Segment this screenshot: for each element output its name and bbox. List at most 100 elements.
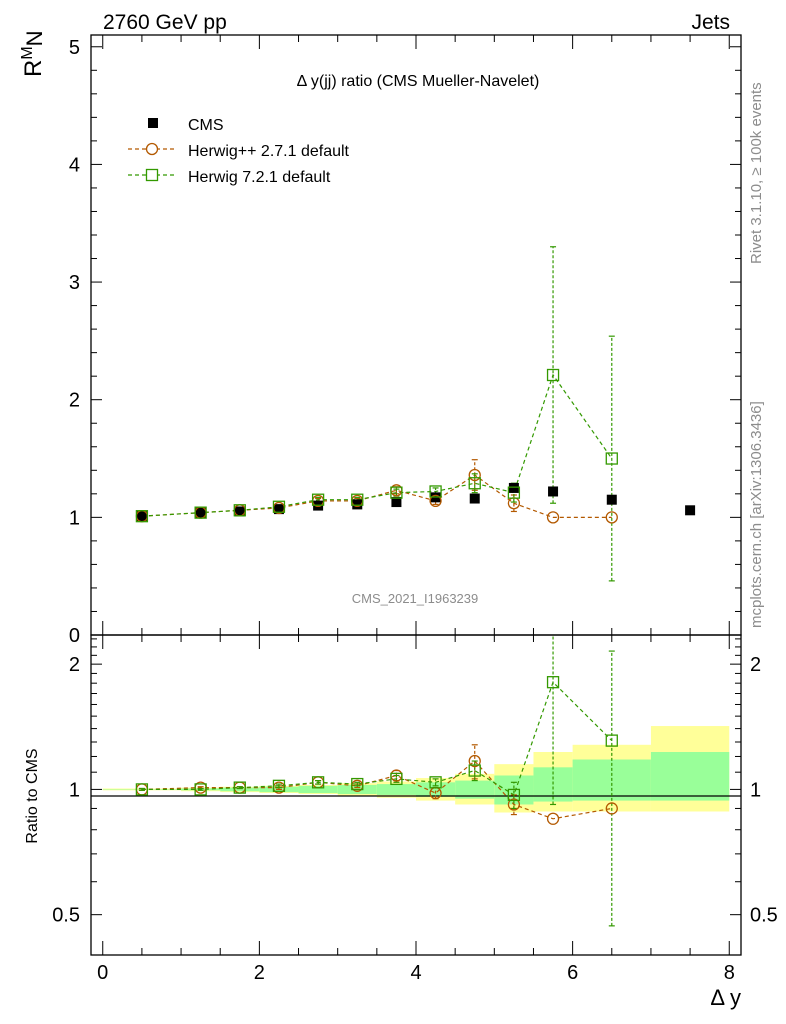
main-ylabel-sub: N [22, 30, 47, 46]
ratio-ticks: 0.5 0.5 1 1 2 2 0 2 4 6 8 [52, 635, 778, 984]
main-herwig7-point [194, 506, 207, 519]
legend-herwigpp-label: Herwig++ 2.7.1 default [188, 143, 350, 160]
ratio-ylabel: Ratio to CMS [24, 748, 41, 843]
main-cms-point [469, 493, 480, 504]
main-ylabel-main: R [20, 60, 47, 77]
main-herwigpp-line [141, 474, 612, 518]
main-marks [135, 368, 696, 524]
header-left: 2760 GeV pp [103, 11, 227, 34]
legend-herwig7-label: Herwig 7.2.1 default [188, 169, 331, 186]
ratio-herwigpp-point [468, 754, 481, 768]
ratio-herwig7-point [233, 781, 246, 794]
legend-cms-label: CMS [188, 117, 224, 134]
main-panel: 1 2 3 4 5 0 Δ y(jj) ratio (CMS Mueller-Navele… [69, 34, 742, 647]
xtick-label: 8 [724, 962, 735, 984]
ratio-ytick-label: 0.5 [52, 905, 80, 927]
main-title: Δ y(jj) ratio (CMS Mueller-Navelet) [297, 73, 540, 90]
svg-text:RMN: RMN [19, 30, 47, 77]
main-ytick-label: 5 [69, 37, 80, 59]
ratio-herwig7-point [546, 676, 560, 689]
main-herwig7-point [429, 485, 442, 498]
mcplots-label: mcplots.cern.ch [arXiv:1306.3436] [748, 401, 765, 628]
ratio-frame [90, 634, 742, 956]
ratio-herwig7-point [194, 783, 207, 796]
main-ylabel-sup: M [19, 46, 36, 59]
ratio-herwig7-line [141, 681, 613, 796]
main-herwig7-line [141, 373, 613, 517]
ratio-ytick-label: 1 [69, 779, 80, 801]
main-cms-point [273, 504, 284, 515]
watermark: CMS_2021_I1963239 [352, 591, 479, 606]
ratio-herwig7-point [311, 776, 325, 789]
main-herwig7-point [135, 510, 149, 523]
band-inner [455, 780, 495, 799]
ratio-herwigpp-point [429, 786, 442, 800]
main-ytick-label: 1 [69, 507, 80, 529]
main-cms-point [548, 486, 559, 497]
band-inner [416, 782, 456, 797]
ratio-herwig7-point [507, 788, 521, 802]
band-inner [220, 787, 260, 792]
ratio-herwig7-point [429, 776, 442, 789]
xtick-label: 4 [410, 962, 421, 984]
ratio-herwigpp-point [605, 802, 618, 815]
ratio-ytick-label-right: 0.5 [750, 905, 778, 927]
main-ytick-label: 3 [69, 272, 80, 294]
main-herwig7-point [390, 486, 403, 499]
main-cms-point [136, 511, 147, 522]
ratio-herwig7-point [390, 772, 403, 786]
main-herwigpp-point [507, 497, 521, 510]
ratio-ytick-label-right: 2 [750, 654, 761, 676]
main-cms-point [685, 505, 696, 516]
legend-cms-marker [148, 118, 158, 128]
main-cms-point [234, 506, 245, 517]
main-herwig7-point [351, 493, 364, 506]
legend: CMS Herwig++ 2.7.1 default Herwig 7.2.1 … [128, 117, 350, 186]
band-inner [376, 784, 416, 795]
main-herwig7-point [468, 477, 481, 490]
xtick-label: 2 [254, 962, 265, 984]
ratio-bands [102, 726, 730, 813]
ratio-herwig7-point [351, 777, 364, 791]
ratio-marks [135, 676, 618, 825]
header-right: Jets [691, 11, 730, 34]
main-herwig7-point [272, 500, 286, 513]
legend-herwigpp-marker [145, 142, 159, 156]
main-ticks: 1 2 3 4 5 0 [69, 35, 741, 647]
main-herwig7-point [507, 486, 521, 499]
band-inner [298, 785, 338, 794]
main-herwig7-point [605, 452, 618, 465]
band-inner [650, 751, 730, 801]
main-cms-point [391, 497, 402, 508]
main-herwig7-point [233, 504, 246, 517]
main-herwig7-point [546, 368, 560, 382]
rivet-label: Rivet 3.1.10, ≥ 100k events [748, 82, 765, 264]
xtick-label: 6 [567, 962, 578, 984]
ratio-herwigpp-point [507, 798, 521, 811]
x-axis-label: Δ y [710, 985, 741, 1010]
main-herwig7-point [311, 493, 325, 506]
main-herwigpp-point [429, 494, 442, 508]
main-cms-point [352, 499, 363, 510]
main-ytick-label: 4 [69, 154, 80, 176]
main-lines [138, 246, 615, 582]
xtick-label: 0 [97, 962, 108, 984]
ratio-ytick-label: 2 [69, 654, 80, 676]
main-cms-point [508, 482, 519, 493]
main-ytick-label: 2 [69, 390, 80, 412]
main-ytick-label-zero: 0 [69, 625, 80, 647]
ratio-herwig7-point [272, 779, 286, 792]
main-cms-point [606, 494, 617, 505]
main-herwigpp-point [468, 468, 481, 482]
ratio-ytick-label-right: 1 [750, 779, 761, 801]
ratio-herwigpp-point [546, 812, 560, 825]
ratio-panel: 0.5 0.5 1 1 2 2 0 2 4 6 8 Ratio to CMS [24, 634, 778, 984]
ratio-herwig7-point [135, 783, 149, 796]
ratio-lines [138, 635, 615, 927]
main-herwigpp-point [546, 511, 560, 524]
main-cms-point [195, 507, 206, 518]
ratio-herwig7-point [605, 734, 618, 747]
main-herwigpp-point [605, 511, 618, 524]
legend-herwig7-marker [145, 168, 159, 182]
